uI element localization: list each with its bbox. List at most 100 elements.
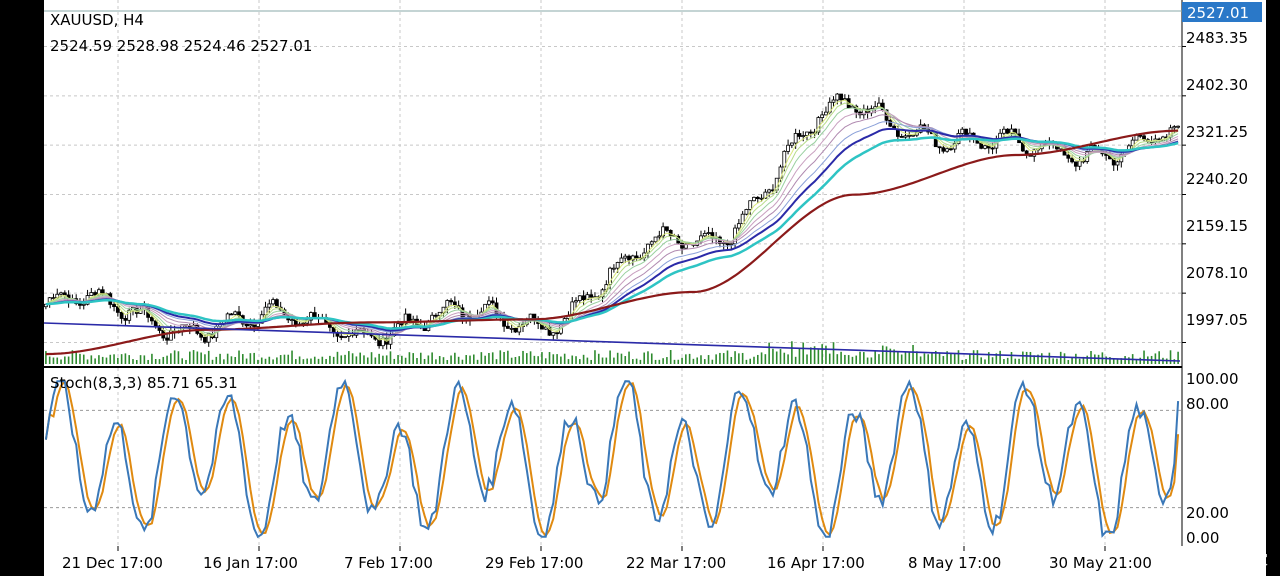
- candle-body: [668, 230, 673, 236]
- candle-body: [740, 213, 745, 225]
- candle-body: [755, 196, 760, 200]
- candle-body: [309, 312, 313, 321]
- candle-body: [808, 131, 813, 134]
- candle-body: [630, 255, 635, 261]
- candle-body: [793, 133, 798, 144]
- candle-body: [653, 236, 658, 243]
- candle-body: [983, 145, 987, 149]
- price-tick-label: 2159.15: [1186, 217, 1248, 235]
- candle-body: [157, 325, 162, 331]
- candle-body: [979, 142, 984, 149]
- candle-body: [937, 146, 942, 149]
- candle-body: [399, 323, 404, 326]
- candle-body: [290, 319, 294, 322]
- candle-body: [729, 243, 734, 246]
- price-tick-label: 2078.10: [1186, 264, 1248, 282]
- candle-body: [680, 242, 684, 249]
- candle-body: [267, 303, 272, 308]
- candle-body: [767, 189, 772, 193]
- current-price-value: 2527.01: [1187, 4, 1249, 22]
- candle-body: [797, 133, 802, 137]
- candle-body: [911, 134, 915, 137]
- candle-body: [1024, 150, 1029, 155]
- candle-body: [634, 255, 639, 259]
- candle-body: [252, 324, 257, 327]
- candle-body: [759, 197, 764, 200]
- candle-body: [81, 303, 86, 306]
- candle-body: [820, 114, 825, 118]
- candle-body: [543, 326, 548, 330]
- candle-body: [744, 209, 749, 215]
- ma-cyan-line: [45, 136, 1179, 330]
- candle-body: [1070, 157, 1074, 163]
- candle-body: [434, 314, 438, 317]
- axis-ticks: [117, 45, 1186, 551]
- candle-body: [960, 128, 965, 134]
- candle-body: [1077, 160, 1082, 167]
- candle-body: [377, 338, 382, 347]
- candle-body: [123, 318, 128, 321]
- stoch-signal-line: [44, 379, 1180, 538]
- candle-body: [899, 136, 904, 138]
- candle-body: [1115, 161, 1120, 166]
- candle-body: [649, 241, 654, 245]
- volume-bars: [45, 341, 1179, 364]
- candle-body: [1005, 128, 1010, 134]
- candle-body: [274, 299, 279, 308]
- candle-body: [407, 313, 412, 321]
- candle-body: [1073, 161, 1078, 167]
- candle-body: [786, 144, 790, 152]
- candle-body: [547, 326, 552, 336]
- candle-body: [203, 336, 207, 343]
- candle-body: [237, 311, 241, 317]
- candle-body: [657, 235, 662, 238]
- candle-body: [150, 316, 154, 322]
- time-tick-label: 30 May 21:00: [1049, 554, 1152, 572]
- candle-body: [589, 294, 594, 298]
- candle-body: [505, 325, 510, 329]
- trend-line: [43, 322, 1181, 362]
- candle-body: [1172, 126, 1177, 129]
- candle-body: [555, 332, 559, 335]
- time-tick-label: 8 May 17:00: [908, 554, 1001, 572]
- candle-body: [835, 93, 840, 101]
- candle-body: [949, 148, 953, 151]
- candle-body: [665, 226, 669, 231]
- candle-body: [233, 311, 238, 315]
- time-tick-label: 21 Dec 17:00: [62, 554, 163, 572]
- stoch-tick-label: 20.00: [1186, 504, 1229, 522]
- candle-body: [1176, 125, 1181, 128]
- candle-body: [206, 333, 211, 343]
- candle-body: [990, 147, 995, 150]
- candle-body: [646, 243, 650, 254]
- candle-body: [93, 292, 98, 296]
- candle-body: [229, 313, 234, 316]
- candle-body: [824, 111, 828, 116]
- price-tick-label: 1997.05: [1186, 311, 1248, 329]
- candle-body: [62, 292, 67, 296]
- candle-body: [78, 303, 82, 306]
- candle-body: [752, 196, 756, 202]
- candle-body: [1066, 154, 1071, 159]
- candle-body: [490, 300, 495, 304]
- candle-body: [903, 135, 908, 138]
- candle-body: [513, 327, 518, 333]
- candle-body: [165, 337, 169, 341]
- current-price-tag: [1182, 2, 1262, 22]
- candle-body: [585, 294, 590, 301]
- candle-body: [683, 243, 688, 249]
- ma-ribbon-line: [45, 99, 1179, 342]
- candle-body: [736, 223, 741, 229]
- time-tick-label: 22 Mar 17:00: [626, 554, 726, 572]
- candle-body: [509, 327, 514, 330]
- candle-body: [941, 147, 946, 152]
- candle-body: [551, 332, 556, 336]
- candle-body: [627, 255, 631, 261]
- candle-body: [1134, 134, 1139, 141]
- price-tick-label: 2483.35: [1186, 29, 1248, 47]
- stoch-tick-label: 80.00: [1186, 395, 1229, 413]
- candle-body: [59, 292, 63, 295]
- candle-body: [89, 292, 94, 296]
